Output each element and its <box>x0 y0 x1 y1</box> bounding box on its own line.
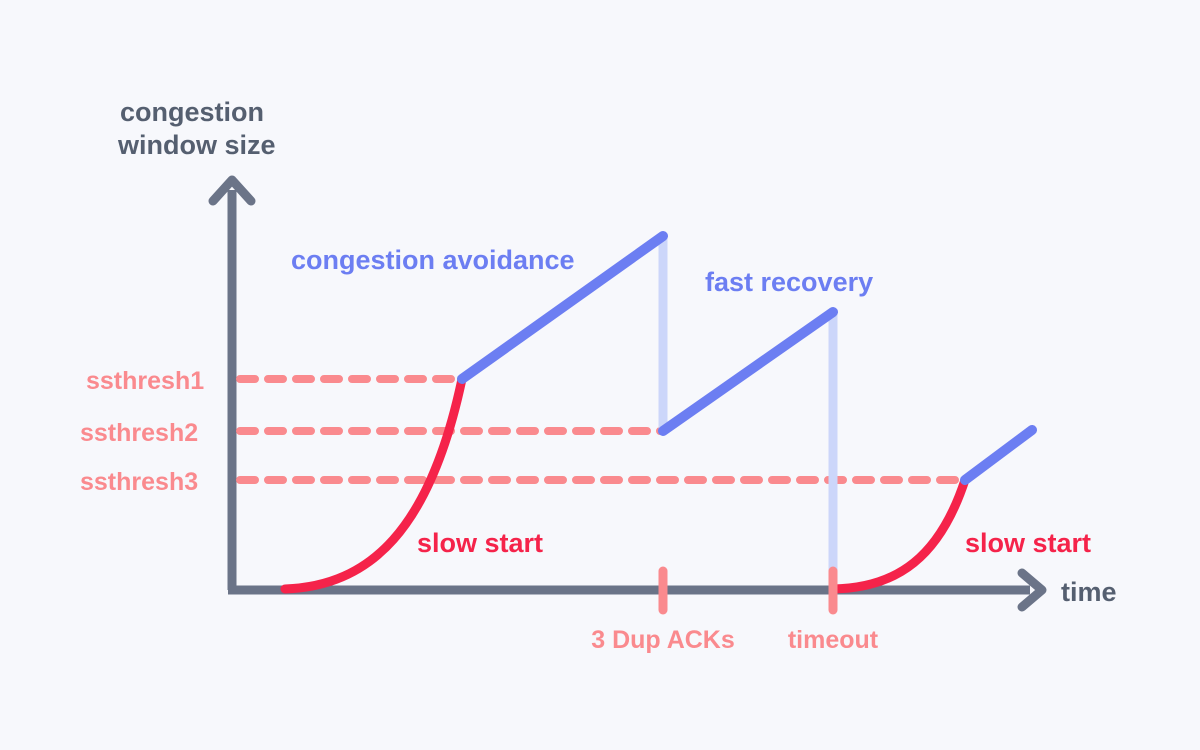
event-ticks-group <box>658 566 838 615</box>
y-axis-arrowhead <box>208 175 256 206</box>
curves-group <box>280 231 1037 594</box>
phase-label-fast-recovery: fast recovery <box>705 267 873 297</box>
ssthresh3-label: ssthresh3 <box>80 468 198 496</box>
congestion-avoidance-line-2 <box>960 425 1037 485</box>
phase-label-congestion-avoidance: congestion avoidance <box>291 245 575 275</box>
event-label-timeout: timeout <box>788 626 879 654</box>
event-label-3-dup-acks: 3 Dup ACKs <box>591 626 735 654</box>
slow-start-curve-2 <box>828 475 970 594</box>
ssthresh1-label: ssthresh1 <box>86 367 204 395</box>
labels-group: congestion window size time ssthresh1 ss… <box>80 97 1117 654</box>
threshold-lines-group <box>236 375 969 484</box>
x-axis-label: time <box>1061 577 1117 607</box>
x-axis-arrowhead <box>1017 568 1047 612</box>
drop-lines-group <box>658 231 838 593</box>
y-axis-label-line1: congestion <box>120 97 264 127</box>
y-axis-label-line2: window size <box>117 130 276 160</box>
ssthresh2-label: ssthresh2 <box>80 419 198 447</box>
axes-group <box>208 175 1047 612</box>
slow-start-curve-1 <box>280 374 467 594</box>
phase-label-slow-start-2: slow start <box>965 528 1091 558</box>
fast-recovery-line <box>658 307 838 436</box>
phase-label-slow-start-1: slow start <box>417 528 543 558</box>
congestion-avoidance-line <box>457 231 668 384</box>
